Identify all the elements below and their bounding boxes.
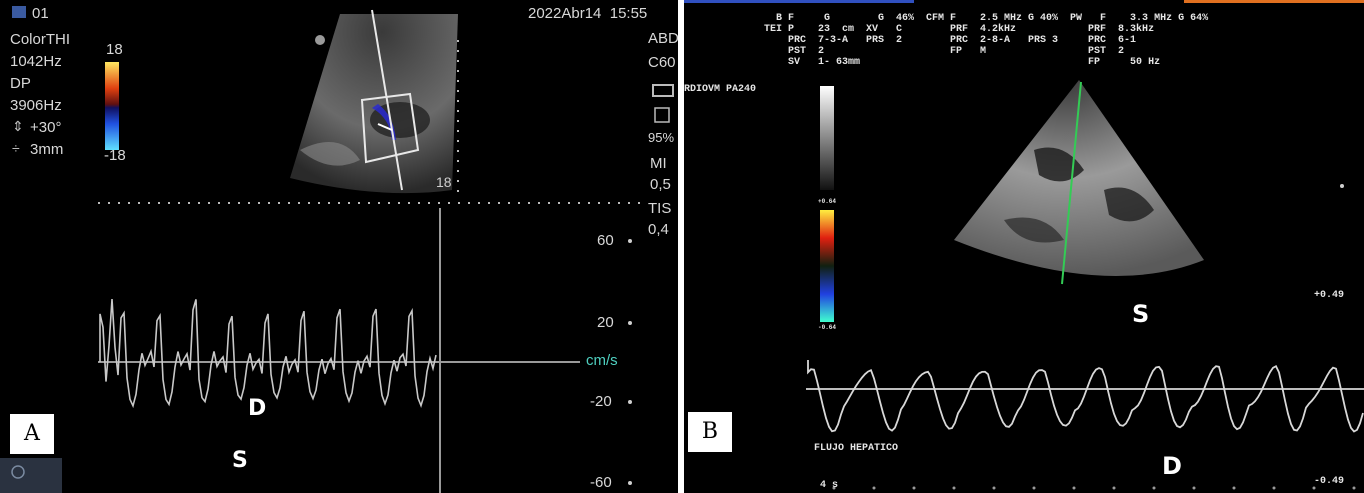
panel-a-graphics [0,6,674,493]
header-line-3: PRC 7-3-A PRS 2 PRC 2-8-A PRS 3 PRC 6-1 [764,35,1137,46]
color-velocity-bar [820,210,834,322]
axis-bottom: -0.49 [1314,476,1345,487]
grayscale-bar [820,86,834,190]
velocity-tick-neg20: -20 [590,393,612,410]
doppler-cursor-line [1061,81,1082,285]
scale-top: 18 [106,41,123,58]
velocity-tick-60: 60 [597,232,614,249]
right-param-mi-label: MI [650,155,667,172]
header-line-2: TEI P 23 cm XV C PRF 4.2kHz PRF 8.3kHz [764,24,1155,35]
focus-marker [315,35,325,45]
scale-top: +0.64 [818,198,837,205]
velocity-unit: cm/s [586,352,618,369]
right-param-abd: ABD [648,30,678,47]
right-param-tis-value: 0,4 [648,221,669,238]
param-freq2: 3906Hz [10,97,62,114]
wave-label-s: S [232,448,248,473]
panel-label-a: A [10,414,54,454]
axis-top: +0.49 [1314,290,1345,301]
param-gate: 3mm [30,141,64,158]
probe-icon [652,84,674,97]
panel-b-graphics [684,0,1364,490]
save-icon [654,107,670,123]
angle-icon: ⇕ [12,118,24,134]
panel-b: B F G G 46% CFM F 2.5 MHz G 40% PW F 3.3… [684,0,1364,493]
panel-label-b: B [688,412,732,452]
header-line-1: B F G G 46% CFM F 2.5 MHz G 40% PW F 3.3… [764,13,1209,24]
right-param-tis-label: TIS [648,200,672,217]
panel-a: 01 2022Abr14 15:55 ColorTHI 1042Hz DP 39… [0,0,678,493]
doppler-spectrum-a [99,299,437,409]
right-param-mi-value: 0,5 [650,176,671,193]
param-angle: +30° [30,119,62,136]
time-label: 4 s [820,480,839,491]
right-param-c60: C60 [648,54,676,71]
wave-label-d: D [248,396,267,421]
header-line-4: PST 2 FP M PST 2 [764,46,1125,57]
color-box [360,92,420,164]
header-right: 2022Abr14 15:55 [528,5,648,22]
header-icon [12,6,26,18]
wave-label-s: S [1132,300,1150,328]
bottom-widget [0,458,62,493]
wave-label-d: D [1162,452,1182,480]
velocity-tick-neg60: -60 [590,474,612,491]
trace-title: FLUJO HEPATICO [814,443,899,454]
image-depth: 18 [436,174,452,190]
param-dp: DP [10,75,31,92]
color-scale-bar [105,62,119,150]
right-param-percent: 95% [648,130,675,145]
gate-icon: ÷ [12,140,20,156]
header-left: 01 [32,5,49,22]
doppler-cursor-line [371,9,403,191]
velocity-tick-20: 20 [597,314,614,331]
probe-label: RDIOVM PA240 [684,84,757,95]
doppler-spectrum-b [807,360,1364,433]
scale-bottom: -0.64 [818,324,837,331]
param-freq1: 1042Hz [10,53,62,70]
param-colorthi: ColorTHI [10,31,71,48]
panel-divider [678,0,684,493]
header-line-5: SV 1- 63mm FP 50 Hz [764,57,1161,68]
scale-bottom: -18 [104,147,126,164]
